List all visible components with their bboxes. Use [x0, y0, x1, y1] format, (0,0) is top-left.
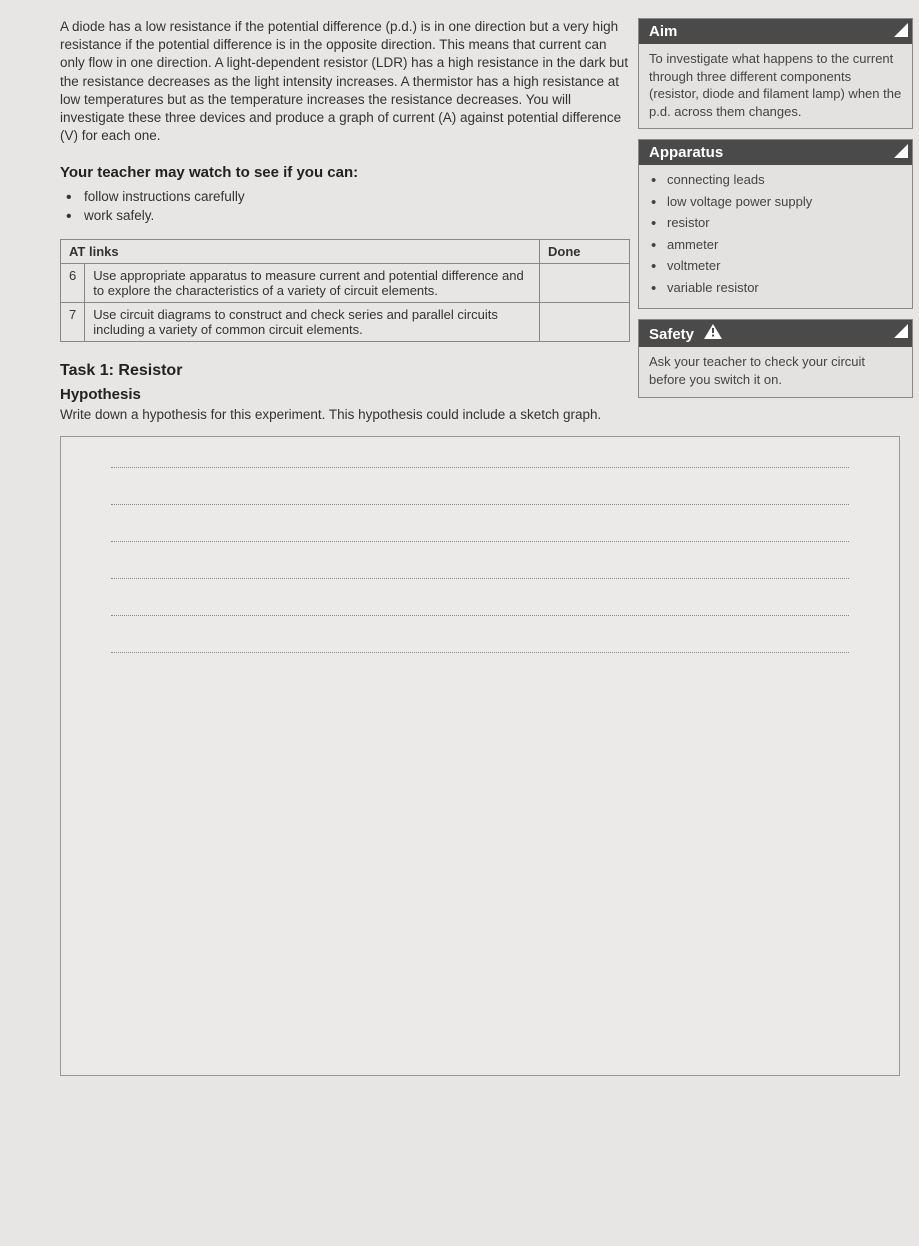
corner-icon — [894, 23, 908, 40]
safety-body: Ask your teacher to check your circuit b… — [639, 347, 912, 396]
apparatus-item: resistor — [651, 214, 902, 232]
answer-line — [111, 541, 849, 542]
answer-line — [111, 615, 849, 616]
answer-line — [111, 652, 849, 653]
aim-title: Aim — [649, 23, 677, 40]
apparatus-title: Apparatus — [649, 144, 723, 161]
intro-paragraph: A diode has a low resistance if the pote… — [60, 18, 630, 146]
answer-line — [111, 467, 849, 468]
table-row: 6 Use appropriate apparatus to measure c… — [61, 263, 630, 302]
answer-line — [111, 578, 849, 579]
aim-body: To investigate what happens to the curre… — [639, 44, 912, 128]
safety-box: Safety Ask your teacher to check your ci… — [638, 319, 913, 397]
safety-header: Safety — [639, 320, 912, 347]
corner-icon — [894, 324, 908, 341]
task-heading: Task 1: Resistor — [60, 362, 630, 380]
apparatus-body: connecting leads low voltage power suppl… — [639, 165, 912, 308]
at-links-header: AT links — [61, 239, 540, 263]
hypothesis-instruction: Write down a hypothesis for this experim… — [60, 407, 630, 422]
answer-box[interactable] — [60, 436, 900, 1076]
apparatus-list: connecting leads low voltage power suppl… — [649, 171, 902, 296]
done-header: Done — [540, 239, 630, 263]
apparatus-box: Apparatus connecting leads low voltage p… — [638, 139, 913, 309]
apparatus-item: voltmeter — [651, 257, 902, 275]
row-text: Use circuit diagrams to construct and ch… — [85, 302, 540, 341]
apparatus-item: connecting leads — [651, 171, 902, 189]
aim-header: Aim — [639, 19, 912, 44]
teacher-bullet: follow instructions carefully — [66, 189, 630, 204]
safety-title: Safety — [649, 326, 694, 343]
apparatus-item: variable resistor — [651, 279, 902, 297]
teacher-heading: Your teacher may watch to see if you can… — [60, 164, 630, 181]
warning-icon — [704, 324, 722, 343]
teacher-bullets: follow instructions carefully work safel… — [60, 189, 630, 223]
hypothesis-heading: Hypothesis — [60, 386, 630, 403]
corner-icon — [894, 144, 908, 161]
done-cell[interactable] — [540, 302, 630, 341]
apparatus-item: low voltage power supply — [651, 193, 902, 211]
done-cell[interactable] — [540, 263, 630, 302]
row-text: Use appropriate apparatus to measure cur… — [85, 263, 540, 302]
apparatus-header: Apparatus — [639, 140, 912, 165]
row-num: 6 — [61, 263, 85, 302]
row-num: 7 — [61, 302, 85, 341]
at-links-table: AT links Done 6 Use appropriate apparatu… — [60, 239, 630, 342]
side-column: Aim To investigate what happens to the c… — [638, 18, 913, 408]
table-row: 7 Use circuit diagrams to construct and … — [61, 302, 630, 341]
apparatus-item: ammeter — [651, 236, 902, 254]
teacher-bullet: work safely. — [66, 208, 630, 223]
aim-box: Aim To investigate what happens to the c… — [638, 18, 913, 129]
main-column: A diode has a low resistance if the pote… — [60, 18, 630, 436]
answer-line — [111, 504, 849, 505]
